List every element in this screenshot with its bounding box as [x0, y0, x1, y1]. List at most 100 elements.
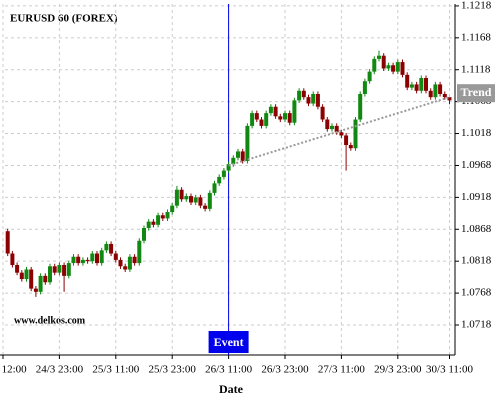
candle-body	[123, 266, 128, 270]
candle-body	[283, 113, 287, 120]
candle-body	[99, 250, 104, 264]
y-tick-label: 1.0918	[461, 191, 492, 203]
candle-body	[268, 106, 273, 114]
candle-body	[127, 256, 132, 270]
candle-body	[301, 90, 306, 98]
x-tick-label: 26/3 23:00	[261, 364, 309, 376]
candle-body	[85, 259, 90, 262]
candle-body	[240, 151, 245, 161]
candle-body	[184, 196, 189, 200]
y-tick-label: 1.0868	[461, 223, 492, 235]
candle-body	[320, 106, 325, 120]
candle-body	[264, 113, 269, 126]
y-tick-label: 1.1168	[461, 31, 491, 43]
candle-body	[95, 253, 99, 264]
candle-body	[297, 90, 302, 101]
candle-body	[212, 183, 217, 193]
candle-body	[221, 170, 226, 177]
candle-body	[52, 266, 57, 273]
candle-body	[315, 93, 320, 107]
candle-body	[381, 55, 386, 69]
y-tick-label: 1.0718	[461, 319, 492, 331]
y-tick-label: 1.0818	[461, 255, 492, 267]
candle-body	[57, 265, 62, 273]
candle-body	[311, 93, 316, 104]
event-label: Event	[214, 335, 244, 349]
y-tick-label: 1.1018	[461, 127, 492, 139]
candle-body	[137, 240, 142, 264]
chart-title: EURUSD 60 (FOREX)	[10, 13, 118, 25]
watermark: www.delkos.com	[14, 315, 86, 326]
trend-line	[228, 96, 450, 167]
candle-body	[287, 113, 292, 123]
candle-body	[367, 71, 372, 82]
candle-body	[236, 151, 240, 158]
candle-body	[442, 93, 447, 98]
candle-body	[278, 116, 283, 120]
candle-body	[104, 243, 109, 251]
candle-body	[24, 269, 29, 280]
candle-body	[372, 58, 377, 72]
candle-body	[348, 145, 353, 149]
candle-body	[292, 100, 297, 123]
candle-body	[433, 84, 438, 98]
candle-body	[203, 205, 208, 209]
candle-body	[62, 265, 67, 276]
candle-body	[48, 266, 52, 283]
candle-body	[254, 113, 259, 120]
x-tick-label: 24/3 23:00	[36, 364, 84, 376]
candle-body	[71, 256, 76, 264]
candle-body	[15, 265, 20, 273]
candle-body	[395, 62, 400, 72]
candle-body	[245, 125, 250, 161]
candle-body	[447, 97, 452, 101]
y-tick-label: 1.1118	[461, 63, 491, 75]
candle-body	[38, 275, 43, 292]
candle-body	[198, 197, 203, 206]
trend-label: Trend	[461, 85, 492, 99]
candle-body	[132, 256, 137, 264]
candle-body	[170, 205, 175, 213]
x-tick-label: 25/3 23:00	[149, 364, 197, 376]
candle-body	[156, 215, 161, 225]
candle-body	[424, 78, 428, 91]
candle-body	[109, 243, 114, 254]
candle-body	[76, 256, 81, 264]
candle-body	[151, 221, 156, 225]
candle-body	[377, 55, 381, 59]
candle-body	[113, 253, 118, 260]
event-label-box	[208, 331, 249, 353]
x-tick-label: 23/3 12:00	[0, 364, 27, 376]
y-tick-label: 1.1218	[461, 0, 492, 11]
candle-body	[118, 259, 123, 267]
candle-body	[207, 192, 212, 209]
x-tick-label: 26/3 11:00	[205, 364, 252, 376]
candle-body	[5, 231, 10, 254]
x-tick-label: 30/3 11:00	[426, 364, 473, 376]
candle-body	[400, 62, 405, 75]
candle-body	[80, 259, 85, 264]
candle-body	[231, 157, 236, 165]
candle-body	[33, 288, 38, 292]
candle-body	[273, 106, 278, 117]
candle-body	[362, 81, 367, 94]
candle-body	[353, 119, 358, 149]
candle-body	[10, 253, 15, 266]
x-axis-title: Date	[219, 382, 244, 396]
candle-body	[438, 84, 443, 94]
y-tick-label: 1.0768	[461, 287, 492, 299]
candle-body	[358, 93, 363, 120]
x-tick-label: 27/3 11:00	[318, 364, 365, 376]
candle-body	[414, 84, 419, 91]
candle-body	[386, 65, 391, 69]
candle-body	[19, 272, 24, 280]
candle-body	[306, 97, 311, 104]
candle-body	[146, 221, 151, 229]
candle-body	[428, 90, 433, 98]
candle-body	[226, 164, 231, 171]
candle-body	[330, 125, 334, 130]
candle-body	[344, 135, 349, 146]
trend-label-box	[457, 84, 495, 103]
